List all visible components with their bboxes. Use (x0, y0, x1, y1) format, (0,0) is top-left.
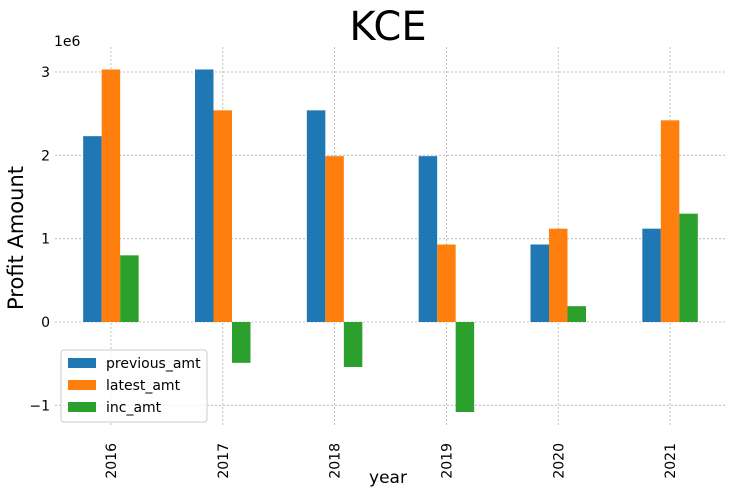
x-tick-label: 2021 (663, 443, 679, 479)
legend-label: previous_amt (106, 356, 201, 372)
legend: previous_amt latest_amt inc_amt (60, 349, 208, 423)
legend-label: latest_amt (106, 378, 181, 394)
bar-previous_amt-2020 (530, 244, 549, 322)
bar-latest_amt-2017 (213, 110, 232, 322)
legend-swatch-inc_amt (68, 402, 96, 412)
y-tick-label: 3 (41, 65, 50, 81)
bars (83, 69, 698, 412)
bar-previous_amt-2018 (306, 110, 326, 322)
y-offset-label: 1e6 (54, 34, 81, 50)
bar-inc_amt-2018 (343, 322, 363, 367)
legend-box (60, 349, 208, 423)
x-ticks: 2016 2017 2018 2019 2020 2021 (104, 443, 679, 479)
x-axis-label: year (369, 468, 407, 488)
legend-swatch-latest_amt (68, 380, 96, 390)
bar-latest_amt-2016 (101, 69, 121, 322)
x-tick-label: 2018 (328, 443, 344, 479)
bar-previous_amt-2016 (83, 136, 102, 322)
y-tick-label: 1 (41, 232, 50, 248)
bar-inc_amt-2021 (679, 213, 698, 322)
bar-latest_amt-2020 (549, 228, 568, 322)
y-axis-label: Profit Amount (4, 166, 28, 310)
bar-previous_amt-2021 (642, 228, 661, 322)
bar-latest_amt-2019 (437, 244, 456, 322)
y-tick-label: −1 (29, 398, 50, 414)
y-tick-label: 2 (41, 148, 50, 164)
bar-previous_amt-2017 (195, 69, 214, 322)
bar-inc_amt-2020 (567, 306, 586, 322)
chart-title: KCE (349, 4, 426, 50)
x-tick-label: 2017 (216, 443, 232, 479)
x-tick-label: 2016 (104, 443, 120, 479)
y-ticks: −1 0 1 2 3 (29, 65, 50, 414)
bar-previous_amt-2019 (418, 156, 438, 322)
bar-latest_amt-2018 (325, 156, 344, 322)
x-tick-label: 2020 (551, 443, 567, 479)
bar-latest_amt-2021 (660, 120, 680, 322)
bar-inc_amt-2016 (120, 255, 139, 322)
x-tick-label: 2019 (439, 443, 455, 479)
y-tick-label: 0 (41, 315, 50, 331)
legend-label: inc_amt (106, 400, 162, 416)
legend-swatch-previous_amt (68, 358, 96, 368)
bar-inc_amt-2017 (232, 322, 251, 363)
bar-inc_amt-2019 (455, 322, 475, 412)
